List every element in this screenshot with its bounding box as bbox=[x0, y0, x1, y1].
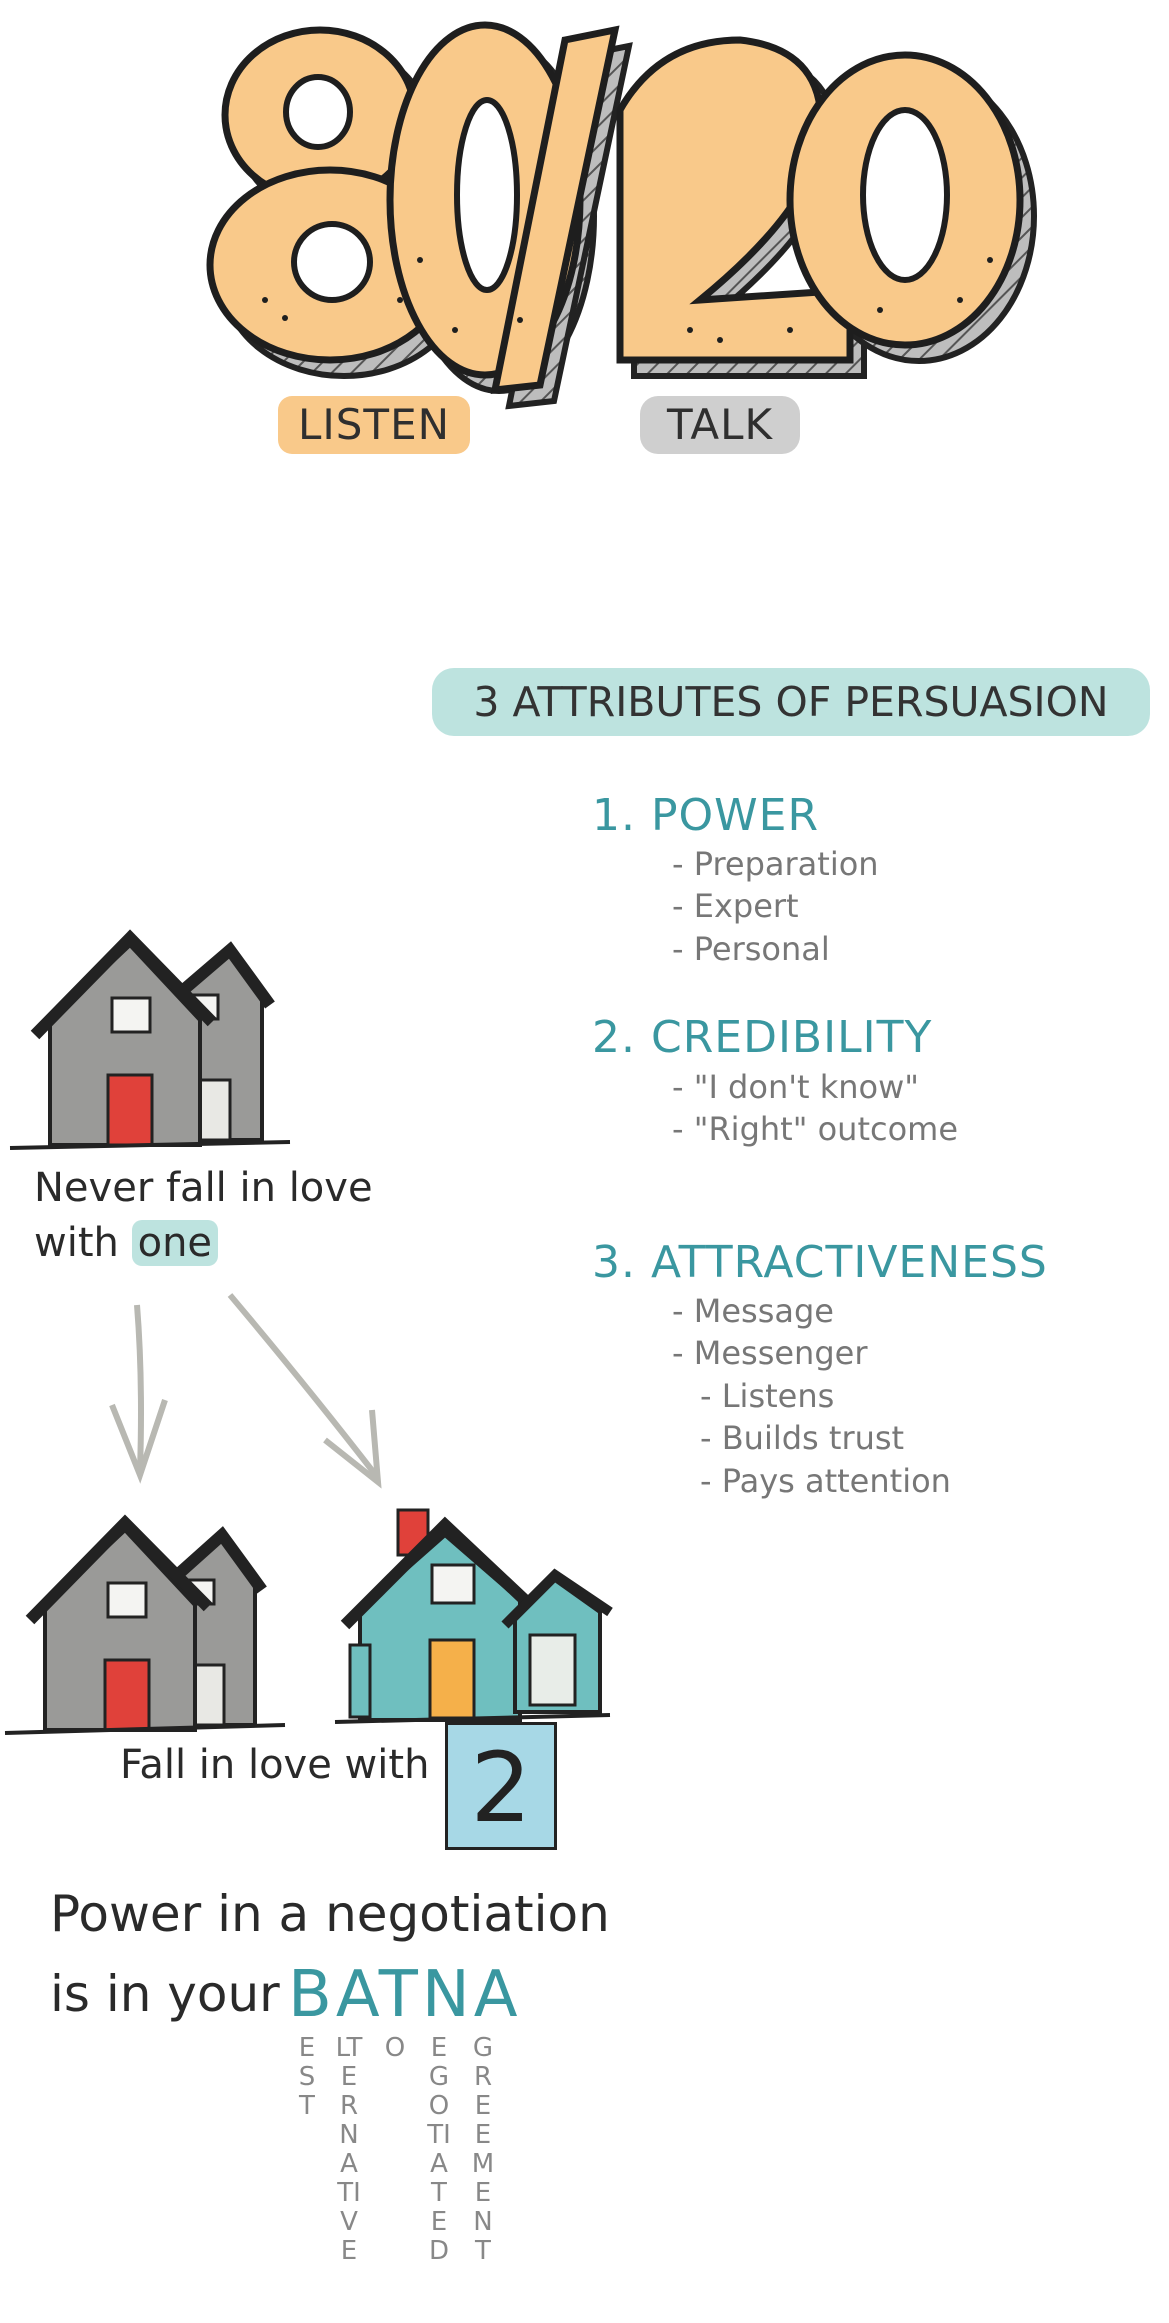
attribute-power-item: - Expert bbox=[672, 887, 799, 925]
caption-with-one: with one bbox=[34, 1220, 219, 1266]
batna-t-expansion: O bbox=[384, 2033, 406, 2063]
caption-never-fall: Never fall in love bbox=[34, 1165, 373, 1211]
attribute-attractiveness-subitem: - Builds trust bbox=[700, 1419, 905, 1457]
batna-word: BATNA bbox=[288, 1958, 522, 2032]
power-line-2: is in your bbox=[50, 1965, 280, 2023]
ratio-graphic bbox=[206, 21, 1037, 410]
caption-one-highlight: one bbox=[131, 1220, 219, 1266]
attribute-credibility-item: - "Right" outcome bbox=[672, 1110, 959, 1148]
house-teal bbox=[334, 1508, 613, 1724]
attribute-attractiveness-subitem: - Listens bbox=[700, 1377, 835, 1415]
attribute-power-item: - Preparation bbox=[672, 845, 879, 883]
persuasion-heading: 3 ATTRIBUTES OF PERSUASION bbox=[432, 668, 1150, 736]
two-number-box: 2 bbox=[445, 1722, 557, 1850]
batna-a2-expansion: GREEMENT bbox=[471, 2033, 495, 2266]
attribute-attractiveness-item: - Messenger bbox=[672, 1334, 868, 1372]
house-pair-gray-bottom bbox=[4, 1514, 286, 1735]
talk-label: TALK bbox=[640, 396, 800, 454]
batna-n-expansion: EGOTIATED bbox=[427, 2033, 451, 2266]
batna-b-expansion: EST bbox=[298, 2033, 316, 2121]
attribute-attractiveness-item: - Message bbox=[672, 1292, 834, 1330]
attribute-credibility-item: - "I don't know" bbox=[672, 1068, 920, 1106]
caption-with-prefix: with bbox=[34, 1220, 119, 1266]
power-line-1: Power in a negotiation bbox=[50, 1885, 610, 1943]
arrows bbox=[109, 1293, 382, 1489]
batna-a-expansion: LTERNATIVE bbox=[335, 2033, 363, 2266]
attribute-attractiveness-title: 3. ATTRACTIVENESS bbox=[592, 1237, 1048, 1288]
attribute-power-title: 1. POWER bbox=[592, 790, 820, 841]
listen-label: LISTEN bbox=[278, 396, 470, 454]
attribute-attractiveness-subitem: - Pays attention bbox=[700, 1462, 951, 1500]
caption-fall-in-love-two: Fall in love with bbox=[120, 1742, 430, 1788]
house-pair-gray-top bbox=[9, 929, 291, 1150]
attribute-power-item: - Personal bbox=[672, 930, 830, 968]
attribute-credibility-title: 2. CREDIBILITY bbox=[592, 1012, 933, 1063]
